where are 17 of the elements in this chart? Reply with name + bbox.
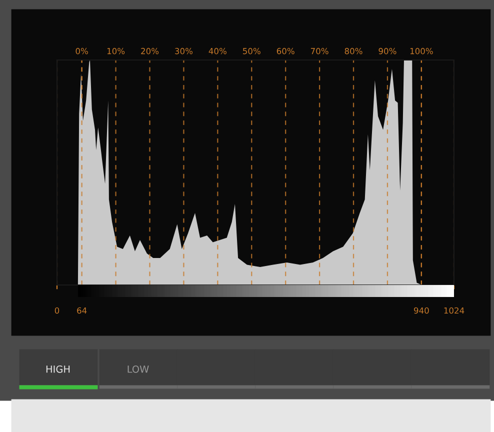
x2-tick-label: 20% [141,48,159,54]
x-tick-label: 940 [414,307,429,314]
x2-tick-label: 30% [175,48,193,54]
x2-tick-label: 80% [344,48,362,54]
x-tick-label: 0 [54,307,60,314]
x2-tick-label: 100% [410,48,433,54]
x2-tick-label: 0% [76,48,88,54]
x2-tick-label: 50% [243,48,260,54]
x2-tick-label: 70% [310,48,328,54]
x-tick-label: 64 [77,307,87,314]
x2-tick-label: 60% [276,48,294,54]
text: LOW [128,365,149,373]
x2-tick-label: 90% [378,48,396,54]
text: HIGH [46,365,70,373]
x2-tick-label: 10% [107,48,125,54]
x-tick-label: 1024 [444,307,464,314]
x2-tick-label: 40% [208,48,226,54]
